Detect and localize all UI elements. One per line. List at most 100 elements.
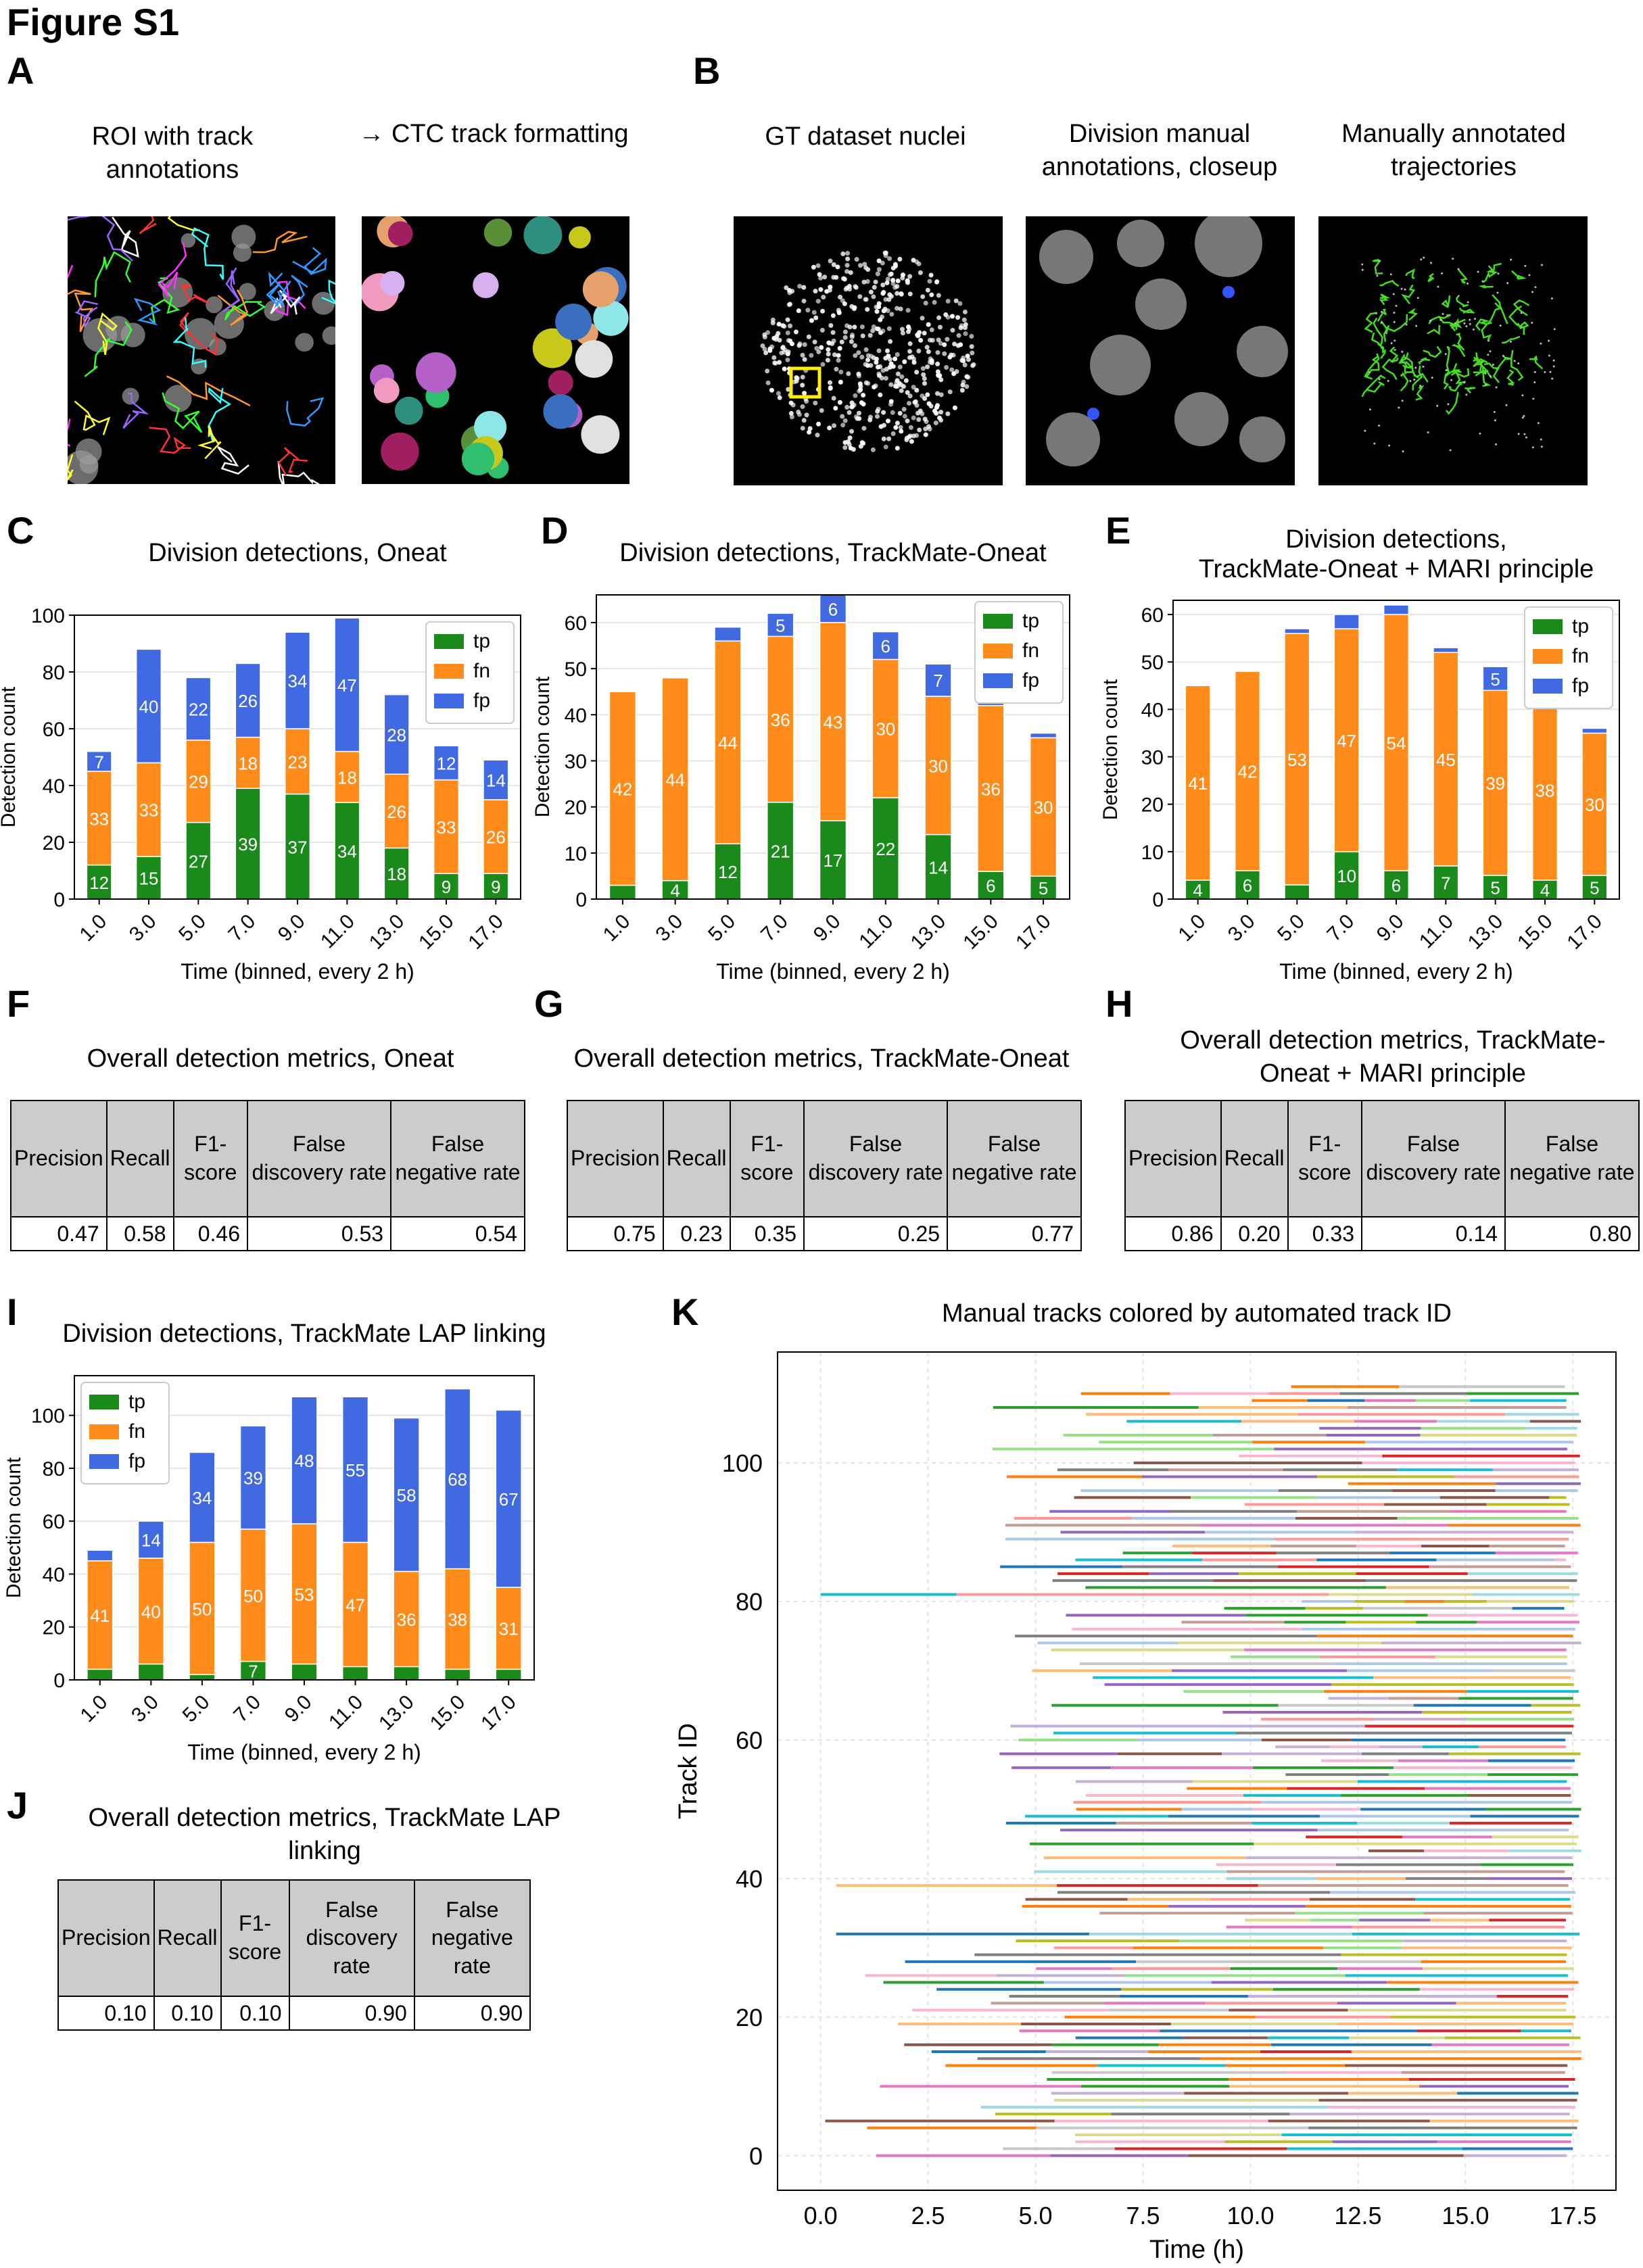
track-line (181, 284, 210, 304)
x-tick-label: 15.0 (1513, 910, 1557, 954)
nucleus-dot (840, 414, 845, 419)
nucleus-dot (852, 343, 857, 348)
nucleus-dot (807, 429, 812, 435)
nucleus-dot (1463, 381, 1466, 384)
nucleus-dot (819, 345, 824, 350)
trajectory-line (1403, 356, 1419, 379)
chart-c-oneat: Division detections, Oneat 0 20 40 60 80 100 12… (0, 539, 521, 984)
nucleus-dot (898, 306, 903, 312)
nucleus-dot (856, 371, 861, 377)
track-line (266, 280, 291, 308)
nucleus-dot (1450, 379, 1453, 381)
legend-label-tp: tp (473, 630, 490, 652)
y-tick-label: 60 (1141, 604, 1164, 627)
nucleus-dot (1540, 445, 1543, 448)
y-tick-label: 0 (749, 2142, 763, 2170)
bar-label: 34 (288, 671, 308, 692)
nucleus-blob (1195, 210, 1262, 277)
nucleus-dot (942, 351, 947, 356)
y-tick-label: 0 (575, 889, 587, 911)
bar-label: 48 (295, 1451, 314, 1471)
nucleus-blob (1239, 416, 1285, 462)
bar-label: 36 (981, 779, 1001, 799)
nucleus-dot (874, 304, 879, 310)
bar-fp (1482, 666, 1508, 692)
bar-fp (444, 1388, 471, 1570)
nucleus-dot (874, 309, 880, 314)
trajectory-line (1494, 302, 1508, 324)
y-tick-label: 100 (31, 605, 65, 627)
y-tick-label: 30 (565, 750, 587, 773)
nucleus-dot (895, 383, 901, 389)
nucleus-dot (933, 410, 938, 416)
nucleus-dot (861, 426, 867, 431)
plot-frame (74, 614, 521, 900)
nucleus-dot (899, 291, 904, 296)
legend-label-tp: tp (1572, 615, 1589, 637)
table-header-cell: Precision (57, 1879, 155, 1997)
nucleus-dot (938, 341, 943, 346)
bar-fp (1029, 732, 1057, 739)
track-line (133, 179, 157, 235)
label-disk (523, 216, 563, 255)
nucleus-dot (914, 370, 920, 375)
bar-label: 7 (94, 752, 103, 772)
chart-title: Division detections, TrackMate-Oneat + MA… (1199, 525, 1594, 583)
nucleus-dot (955, 315, 961, 320)
nucleus-blob (322, 326, 341, 345)
nucleus-dot (909, 439, 914, 444)
nucleus-dot (899, 388, 904, 393)
trajectory-line (1511, 270, 1527, 280)
nucleus-dot (923, 427, 928, 432)
nucleus-dot (1533, 381, 1536, 383)
nucleus-dot (802, 357, 807, 362)
nucleus-blob (239, 283, 256, 300)
nucleus-dot (1420, 258, 1423, 261)
bar-fp (341, 1396, 369, 1543)
nucleus-dot (838, 295, 843, 300)
nucleus-dot (853, 414, 859, 420)
bar-label: 15 (139, 869, 159, 889)
bar-label: 53 (1287, 750, 1307, 770)
trajectory-line (1372, 258, 1383, 275)
bar-label: 28 (387, 725, 406, 745)
panel-letter-h: H (1105, 982, 1133, 1025)
table-value-cell: 0.77 (947, 1216, 1082, 1251)
bar-label: 47 (1337, 731, 1356, 751)
bar-fp (383, 694, 410, 775)
bar-label: 6 (986, 876, 995, 896)
nucleus-dot (945, 337, 950, 342)
roi-track-image (3, 158, 349, 493)
bar-label: 68 (448, 1470, 467, 1490)
nucleus-dot (871, 355, 876, 360)
panel-h-title: Overall detection metrics, TrackMate-One… (1180, 1026, 1606, 1088)
nucleus-dot (800, 352, 805, 358)
y-tick-label: 60 (736, 1727, 763, 1754)
bar-fn (291, 1523, 318, 1665)
y-tick-label: 0 (53, 1670, 65, 1692)
y-tick-label: 40 (736, 1865, 763, 1893)
nucleus-dot (1541, 264, 1544, 266)
nucleus-dot (839, 339, 844, 345)
nucleus-dot (895, 420, 900, 426)
trajectory-line (1458, 268, 1469, 284)
nucleus-dot (1393, 312, 1396, 314)
nucleus-dot (1457, 268, 1460, 270)
nucleus-dot (890, 431, 896, 436)
nucleus-dot (806, 334, 811, 339)
bar-fn (1433, 652, 1459, 867)
x-tick-label: 11.0 (1415, 910, 1458, 952)
bar-label: 12 (89, 873, 109, 893)
nucleus-dot (966, 357, 971, 362)
bar-fn (1383, 614, 1410, 871)
nucleus-dot (874, 326, 880, 331)
nucleus-blob (1117, 220, 1164, 267)
bar-tp (137, 1663, 164, 1681)
nucleus-dot (794, 375, 799, 381)
bar-fn (1531, 699, 1558, 881)
nucleus-dot (880, 283, 886, 288)
nucleus-dot (856, 350, 861, 356)
table-header-cell: F1-score (220, 1879, 290, 1997)
nucleus-dot (813, 289, 818, 294)
nucleus-dot (802, 391, 807, 396)
